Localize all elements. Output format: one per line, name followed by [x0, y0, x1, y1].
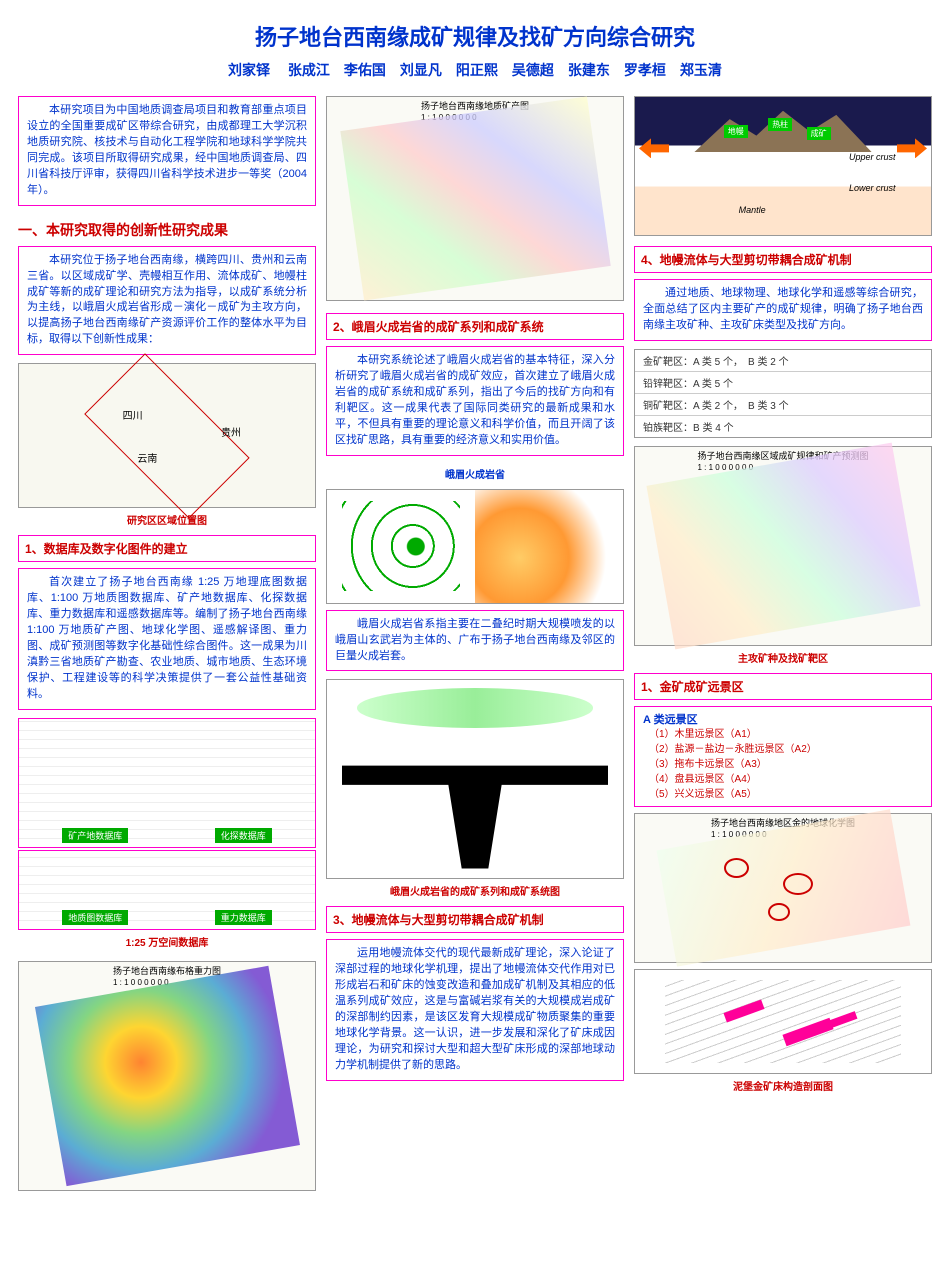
db-label-mineral: 矿产地数据库: [62, 828, 128, 843]
para-emeishan: 本研究系统论述了峨眉火成岩省的基本特征，深入分析研究了峨眉火成岩省的成矿效应，首…: [326, 346, 624, 456]
igneous-province-diagram: [326, 489, 624, 604]
geochemistry-map: 扬子地台西南缘地区金的地球化学图 1 : 1 0 0 0 0 0 0: [634, 813, 932, 963]
target-platinum: 铂族靶区：B 类 4 个: [635, 416, 931, 437]
gold-item-5: （5）兴义远景区（A5）: [643, 787, 923, 802]
database-caption: 1:25 万空间数据库: [18, 934, 316, 949]
para-database: 首次建立了扬子地台西南缘 1:25 万地理底图数据库、1:100 万地质图数据库…: [18, 568, 316, 710]
para-mantle: 运用地幔流体交代的现代最新成矿理论，深入论证了深部过程的地球化学机理，提出了地幔…: [326, 939, 624, 1081]
database-screenshot-1: 矿产地数据库 化探数据库: [18, 718, 316, 848]
para-synthesis: 通过地质、地球物理、地球化学和遥感等综合研究，全面总结了区内主要矿产的成矿规律，…: [634, 279, 932, 341]
column-middle: 扬子地台西南缘地质矿产图 1 : 1 0 0 0 0 0 0 2、峨眉火成岩省的…: [326, 96, 624, 1191]
db-label-geomap: 地质图数据库: [62, 910, 128, 925]
target-leadzinc: 铅锌靶区：A 类 5 个: [635, 372, 931, 394]
location-map-caption: 研究区区域位置图: [18, 512, 316, 527]
prospect-caption: 主攻矿种及找矿靶区: [634, 650, 932, 665]
gold-item-2: （2）盐源－盐边－永胜远景区（A2）: [643, 742, 923, 757]
label-sichuan: 四川: [123, 407, 143, 422]
gold-class-a-header: A 类远景区: [643, 711, 923, 727]
metallogenic-system-diagram: [326, 679, 624, 879]
igneous-caption: 峨眉火成岩省: [326, 466, 624, 481]
subheading-mantle: 3、地幔流体与大型剪切带耦合成矿机制: [326, 906, 624, 933]
gravity-map: 扬子地台西南缘布格重力图 1 : 1 0 0 0 0 0 0: [18, 961, 316, 1191]
target-copper: 铜矿靶区：A 类 2 个， B 类 3 个: [635, 394, 931, 416]
label-mantle: Mantle: [739, 205, 766, 215]
column-right: 地幔 热柱 成矿 Upper crust Lower crust Mantle …: [634, 96, 932, 1191]
page-title: 扬子地台西南缘成矿规律及找矿方向综合研究: [0, 0, 950, 52]
system-diagram-caption: 峨眉火成岩省的成矿系列和成矿系统图: [326, 883, 624, 898]
para-scope: 本研究位于扬子地台西南缘，横跨四川、贵州和云南三省。以区域成矿学、壳幔相互作用、…: [18, 246, 316, 356]
para-igneous-def: 峨眉火成岩省系指主要在二叠纪时期大规模喷发的以峨眉山玄武岩为主体的、广布于扬子地…: [326, 610, 624, 672]
target-gold: 金矿靶区：A 类 5 个， B 类 2 个: [635, 350, 931, 372]
database-screenshot-2: 地质图数据库 重力数据库: [18, 850, 316, 930]
subheading-database: 1、数据库及数字化图件的建立: [18, 535, 316, 562]
main-columns: 本研究项目为中国地质调查局项目和教育部重点项目设立的全国重要成矿区带综合研究，由…: [0, 96, 950, 1191]
location-map: 四川 贵州 云南: [18, 363, 316, 508]
heading-innovations: 一、本研究取得的创新性研究成果: [18, 220, 316, 240]
subheading-emeishan: 2、峨眉火成岩省的成矿系列和成矿系统: [326, 313, 624, 340]
label-upper-crust: Upper crust: [849, 152, 896, 162]
gold-item-3: （3）拖布卡远景区（A3）: [643, 757, 923, 772]
db-label-geochem: 化探数据库: [215, 828, 272, 843]
db-label-gravity: 重力数据库: [215, 910, 272, 925]
label-yunnan: 云南: [137, 450, 157, 465]
column-left: 本研究项目为中国地质调查局项目和教育部重点项目设立的全国重要成矿区带综合研究，由…: [18, 96, 316, 1191]
subheading-coupling: 4、地幔流体与大型剪切带耦合成矿机制: [634, 246, 932, 273]
gold-item-4: （4）盘县远景区（A4）: [643, 772, 923, 787]
authors-list: 刘家铎 张成江 李佑国 刘显凡 阳正熙 吴德超 张建东 罗孝桓 郑玉清: [0, 52, 950, 96]
label-guizhou: 贵州: [221, 424, 241, 439]
crust-diagram: 地幔 热柱 成矿 Upper crust Lower crust Mantle: [634, 96, 932, 236]
cross-section-diagram: [634, 969, 932, 1074]
subheading-gold-prospect: 1、金矿成矿远景区: [634, 673, 932, 700]
target-table: 金矿靶区：A 类 5 个， B 类 2 个 铅锌靶区：A 类 5 个 铜矿靶区：…: [634, 349, 932, 438]
gold-item-1: （1）木里远景区（A1）: [643, 727, 923, 742]
intro-text: 本研究项目为中国地质调查局项目和教育部重点项目设立的全国重要成矿区带综合研究，由…: [18, 96, 316, 206]
geological-map: 扬子地台西南缘地质矿产图 1 : 1 0 0 0 0 0 0: [326, 96, 624, 301]
label-lower-crust: Lower crust: [849, 183, 896, 193]
section-caption: 泥堡金矿床构造剖面图: [634, 1078, 932, 1093]
prospect-map: 扬子地台西南缘区域成矿规律和矿产预测图 1 : 1 0 0 0 0 0 0: [634, 446, 932, 646]
gold-prospect-box: A 类远景区 （1）木里远景区（A1） （2）盐源－盐边－永胜远景区（A2） （…: [634, 706, 932, 807]
